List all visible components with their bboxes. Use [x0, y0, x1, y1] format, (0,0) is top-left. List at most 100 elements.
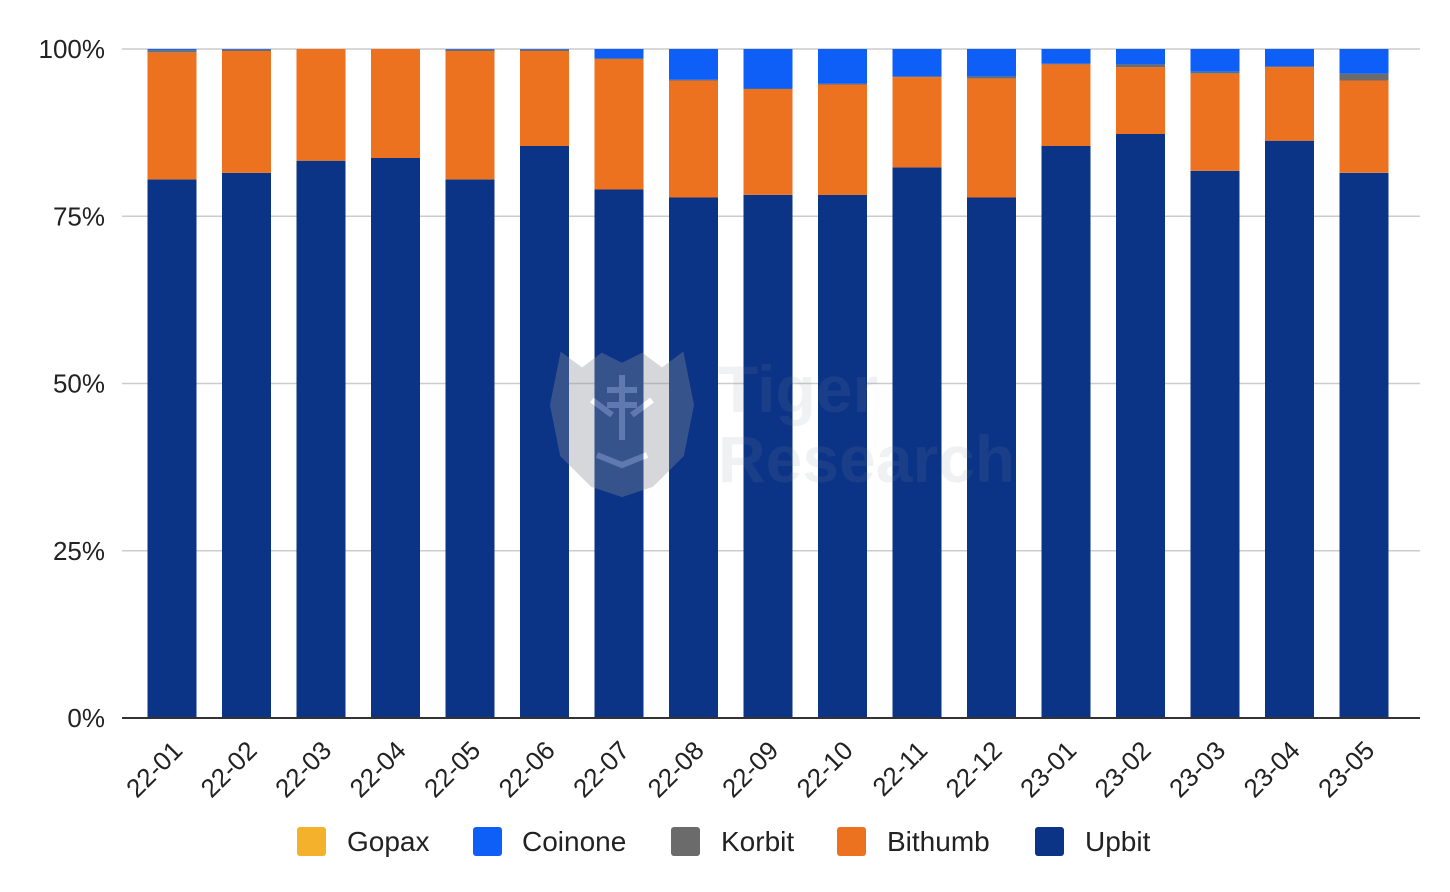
- bar-segment-bithumb: [1041, 64, 1091, 146]
- legend-swatch-coinone: [473, 827, 502, 856]
- bar-segment-korbit: [520, 49, 569, 51]
- bar-segment-bithumb: [967, 78, 1016, 198]
- watermark-line-2: Research: [718, 422, 1015, 496]
- y-tick-label: 75%: [53, 201, 105, 231]
- bar-segment-bithumb: [1190, 73, 1240, 171]
- bar-segment-coinone: [222, 49, 271, 50]
- bar-segment-coinone: [1265, 49, 1314, 67]
- bar-segment-upbit: [296, 160, 346, 718]
- bar-segment-upbit: [222, 172, 271, 719]
- bar-segment-korbit: [892, 76, 942, 78]
- bar-segment-coinone: [520, 49, 569, 50]
- bar-segment-upbit: [1339, 172, 1389, 719]
- bar-segment-upbit: [520, 146, 569, 718]
- legend-label-upbit: Upbit: [1085, 826, 1151, 857]
- x-tick-label: 22-09: [716, 735, 784, 803]
- watermark-line-1: Tiger: [718, 352, 878, 426]
- bar-segment-korbit: [1116, 64, 1165, 68]
- bar-segment-coinone: [669, 49, 718, 80]
- x-tick-label: 22-01: [120, 735, 188, 803]
- bar-segment-upbit: [445, 179, 495, 718]
- x-tick-label: 23-05: [1312, 735, 1380, 803]
- x-tick-label: 23-03: [1163, 735, 1231, 803]
- bar-segment-upbit: [967, 197, 1016, 718]
- bar-segment-korbit: [818, 83, 867, 85]
- bar-segment-upbit: [147, 179, 197, 718]
- x-tick-label: 22-06: [493, 735, 561, 803]
- bar-segment-upbit: [594, 189, 644, 718]
- legend-swatch-korbit: [671, 827, 700, 856]
- legend-label-coinone: Coinone: [522, 826, 626, 857]
- x-tick-label: 22-07: [567, 735, 635, 803]
- bar-segment-bithumb: [296, 49, 346, 161]
- bar-segment-coinone: [147, 49, 197, 51]
- bar-segment-bithumb: [222, 51, 271, 173]
- bar-segment-bithumb: [1339, 80, 1389, 173]
- bar-segment-korbit: [147, 50, 197, 53]
- bar-segment-korbit: [743, 88, 793, 90]
- bar-segment-coinone: [1339, 49, 1389, 74]
- legend-label-korbit: Korbit: [721, 826, 794, 857]
- x-tick-label: 23-02: [1089, 735, 1157, 803]
- x-tick-label: 22-03: [269, 735, 337, 803]
- bar-segment-korbit: [1190, 71, 1240, 74]
- bar-segment-bithumb: [520, 51, 569, 146]
- y-tick-label: 0%: [67, 703, 105, 733]
- bar-segment-bithumb: [371, 49, 420, 158]
- bar-segment-upbit: [892, 167, 942, 718]
- bar-segment-bithumb: [445, 51, 495, 180]
- legend: Gopax Coinone Korbit Bithumb Upbit: [297, 826, 1151, 857]
- bar-segment-upbit: [1190, 170, 1240, 719]
- bar-segment-korbit: [445, 49, 495, 51]
- bar-segment-bithumb: [669, 80, 718, 198]
- x-tick-label: 22-02: [195, 735, 263, 803]
- bar-segment-coinone: [1190, 49, 1240, 72]
- bar-segment-korbit: [594, 58, 644, 60]
- x-tick-label: 22-12: [940, 735, 1008, 803]
- bar-segment-upbit: [743, 194, 793, 719]
- watermark: Tiger Research: [549, 351, 1015, 498]
- legend-swatch-upbit: [1035, 827, 1064, 856]
- bar-segment-bithumb: [892, 77, 942, 168]
- bar-segment-upbit: [818, 194, 867, 719]
- bar-segment-bithumb: [818, 84, 867, 195]
- bars: [147, 49, 1389, 719]
- bar-segment-coinone: [892, 49, 942, 77]
- legend-label-gopax: Gopax: [347, 826, 430, 857]
- x-tick-label: 22-10: [791, 735, 859, 803]
- bar-segment-bithumb: [1265, 67, 1314, 141]
- legend-swatch-gopax: [297, 827, 326, 856]
- y-tick-label: 25%: [53, 536, 105, 566]
- bar-segment-korbit: [1339, 73, 1389, 81]
- bar-segment-coinone: [818, 49, 867, 84]
- bar-segment-upbit: [1041, 146, 1091, 718]
- x-tick-label: 22-08: [642, 735, 710, 803]
- x-tick-label: 22-04: [344, 735, 412, 803]
- bar-segment-coinone: [445, 49, 495, 50]
- bar-segment-upbit: [371, 158, 420, 718]
- bar-segment-coinone: [967, 49, 1016, 77]
- bar-segment-korbit: [669, 79, 718, 81]
- bar-segment-coinone: [1116, 49, 1165, 65]
- x-tick-label: 23-04: [1238, 735, 1306, 803]
- legend-swatch-bithumb: [837, 827, 866, 856]
- x-tick-label: 22-05: [418, 735, 486, 803]
- bar-segment-upbit: [1265, 140, 1314, 718]
- bar-segment-bithumb: [147, 52, 197, 180]
- bar-segment-coinone: [594, 49, 644, 59]
- x-tick-label: 23-01: [1014, 735, 1082, 803]
- bar-segment-bithumb: [1116, 67, 1165, 134]
- y-tick-label: 100%: [39, 34, 106, 64]
- legend-label-bithumb: Bithumb: [887, 826, 990, 857]
- bar-segment-korbit: [1041, 63, 1091, 65]
- x-tick-label: 22-11: [866, 735, 933, 802]
- bar-segment-coinone: [1041, 49, 1091, 64]
- bar-segment-korbit: [222, 49, 271, 51]
- bar-segment-bithumb: [743, 89, 793, 195]
- bar-segment-bithumb: [594, 59, 644, 190]
- bar-segment-korbit: [1265, 66, 1314, 68]
- tiger-head-icon: [549, 351, 695, 498]
- bar-segment-upbit: [1116, 134, 1165, 718]
- bar-segment-korbit: [967, 76, 1016, 79]
